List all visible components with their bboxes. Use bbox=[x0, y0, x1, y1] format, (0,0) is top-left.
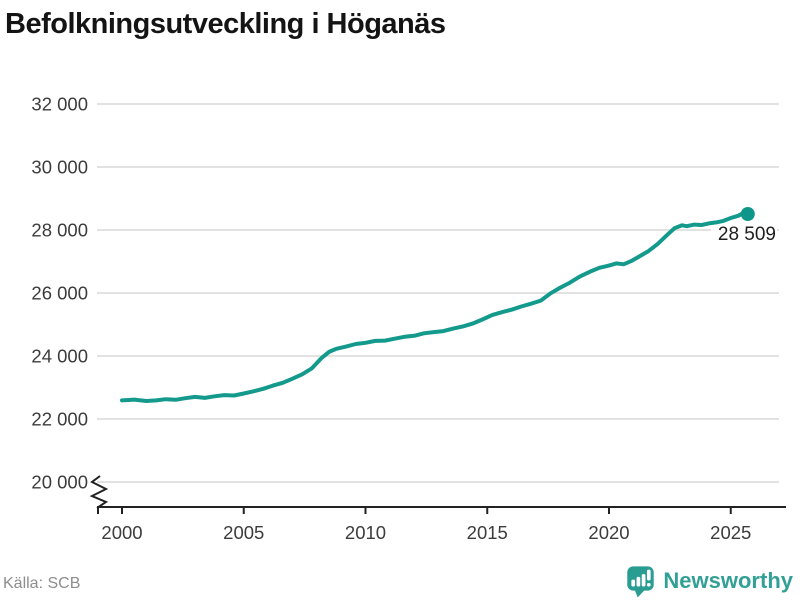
series-end-dot bbox=[740, 207, 755, 221]
newsworthy-logo[interactable]: Newsworthy bbox=[625, 563, 793, 599]
svg-text:32 000: 32 000 bbox=[31, 94, 88, 115]
svg-text:24 000: 24 000 bbox=[31, 346, 88, 367]
source-caption: Källa: SCB bbox=[3, 575, 81, 592]
chart-title: Befolkningsutveckling i Höganäs bbox=[5, 8, 446, 40]
svg-text:2025: 2025 bbox=[710, 522, 751, 543]
svg-text:22 000: 22 000 bbox=[31, 409, 88, 430]
svg-text:2020: 2020 bbox=[588, 522, 629, 543]
svg-text:2015: 2015 bbox=[467, 522, 508, 543]
svg-text:2005: 2005 bbox=[223, 522, 264, 543]
y-axis-labels: 20 000 22 000 24 000 26 000 28 000 30 000 32 0… bbox=[31, 94, 88, 493]
svg-text:2000: 2000 bbox=[101, 522, 142, 543]
newsworthy-logo-icon bbox=[627, 566, 655, 598]
y-gridlines bbox=[97, 103, 779, 483]
svg-text:28 000: 28 000 bbox=[31, 220, 88, 241]
axis-break-symbol bbox=[89, 475, 109, 509]
svg-text:2010: 2010 bbox=[345, 522, 386, 543]
newsworthy-logo-text: Newsworthy bbox=[663, 568, 793, 593]
svg-text:28 509: 28 509 bbox=[718, 224, 776, 245]
svg-text:20 000: 20 000 bbox=[31, 472, 88, 493]
end-value-label: 28 509 bbox=[711, 222, 777, 245]
svg-text:26 000: 26 000 bbox=[31, 283, 88, 304]
population-series-line bbox=[120, 211, 750, 403]
x-axis: 2000 2005 2010 2015 2020 2025 bbox=[97, 506, 786, 543]
svg-text:30 000: 30 000 bbox=[31, 157, 88, 178]
